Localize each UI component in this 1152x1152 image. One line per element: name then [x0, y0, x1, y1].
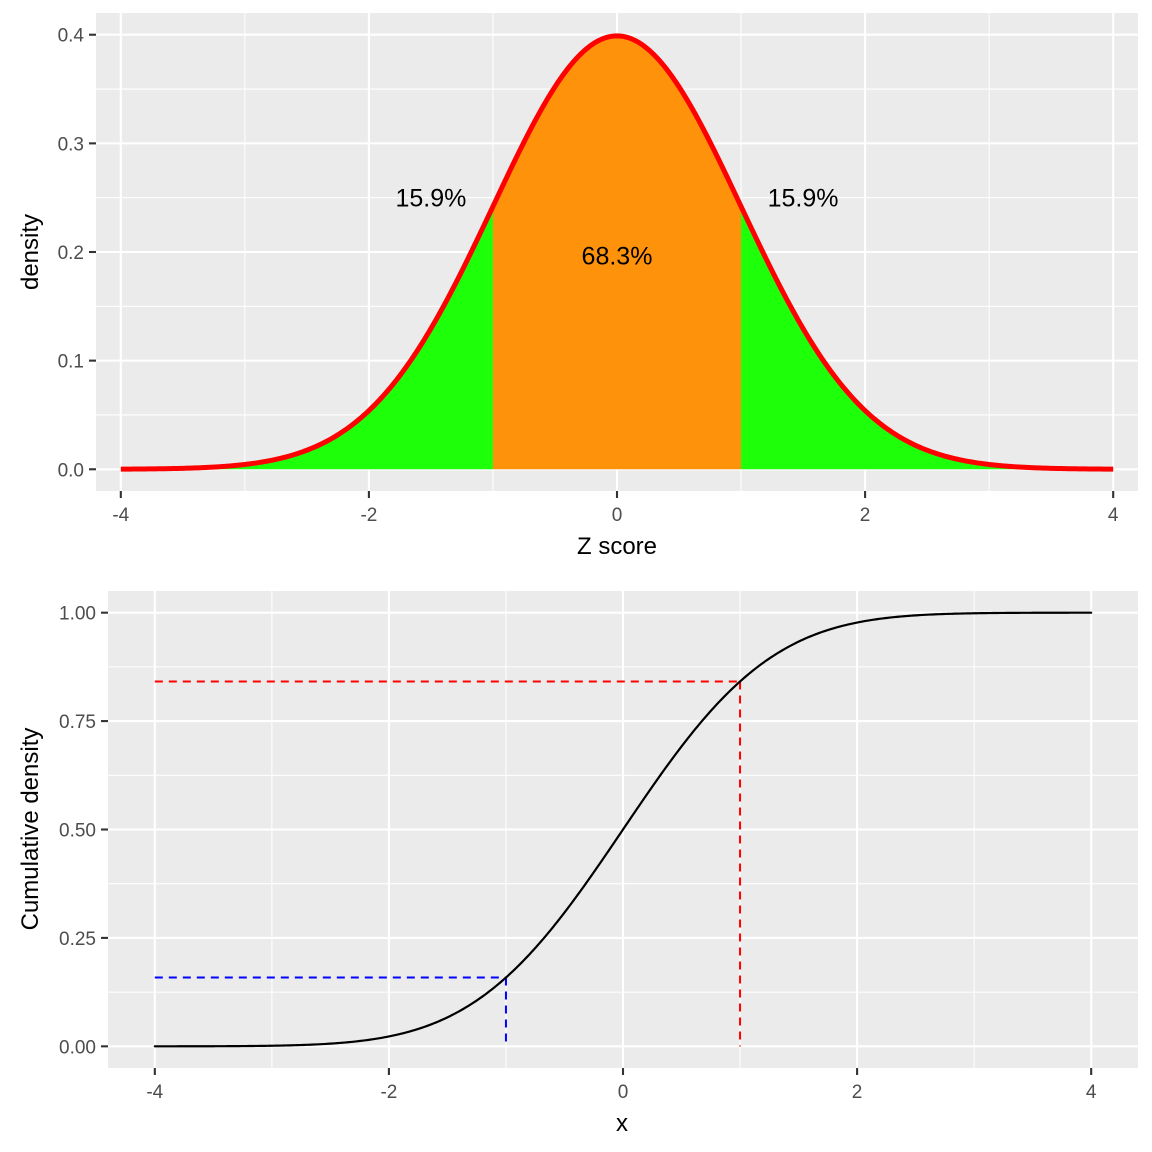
shaded-region	[741, 206, 1114, 470]
density-curve-group	[120, 33, 1114, 472]
cumulative-x-axis-title: x	[616, 1110, 628, 1137]
cumulative-reference-lines	[154, 680, 742, 1047]
cumulative-y-axis: 0.00 0.25 0.50 0.75 1.00	[59, 604, 108, 1058]
x-tick-label: 2	[860, 505, 871, 526]
x-tick-label: 0	[618, 1082, 629, 1103]
y-tick-label: 0.50	[59, 821, 96, 842]
x-tick-label: 0	[612, 505, 623, 526]
y-tick-label: 0.75	[59, 712, 96, 733]
y-tick-label: 0.3	[58, 134, 84, 155]
percentage-annotation: 15.9%	[395, 185, 466, 213]
x-tick-label: -2	[380, 1082, 397, 1103]
density-y-axis: 0.0 0.1 0.2 0.3 0.4	[58, 26, 96, 481]
density-annotations: 15.9% 68.3% 15.9%	[395, 185, 838, 271]
cumulative-x-axis: -4 -2 0 2 4	[146, 1068, 1097, 1103]
cumulative-y-axis-title: Cumulative density	[17, 728, 44, 931]
y-tick-label: 0.2	[58, 243, 84, 264]
cumulative-curve	[153, 611, 1093, 1048]
y-tick-label: 0.0	[58, 460, 84, 481]
y-tick-label: 0.00	[59, 1037, 96, 1058]
y-tick-label: 0.1	[58, 352, 84, 373]
x-tick-label: -4	[146, 1082, 163, 1103]
density-x-axis-title: Z score	[577, 533, 657, 560]
shaded-region	[492, 35, 742, 470]
density-y-axis-title: density	[17, 214, 44, 290]
percentage-annotation: 68.3%	[582, 242, 653, 270]
density-x-axis: -4 -2 0 2 4	[112, 491, 1119, 526]
x-tick-label: 4	[1108, 505, 1119, 526]
y-tick-label: 1.00	[59, 604, 96, 625]
shaded-region	[120, 206, 493, 470]
density-curve	[120, 33, 1114, 472]
y-tick-label: 0.25	[59, 929, 96, 950]
cumulative-curve-group	[153, 611, 1093, 1048]
density-shaded-regions	[120, 35, 1114, 470]
percentage-annotation: 15.9%	[768, 185, 839, 213]
x-tick-label: 4	[1086, 1082, 1097, 1103]
x-tick-label: -2	[360, 505, 377, 526]
x-tick-label: -4	[112, 505, 129, 526]
density-panel: 15.9%68.3%15.9% -4 -2 0 2 4 0.00.10.20.30.4 …	[17, 13, 1138, 560]
x-tick-label: 2	[852, 1082, 863, 1103]
y-tick-label: 0.4	[58, 26, 85, 47]
cumulative-panel: -4 -2 0 2 4 0.00 0.25 0.50 0.75 1.00 x Cumulativ…	[17, 591, 1138, 1137]
